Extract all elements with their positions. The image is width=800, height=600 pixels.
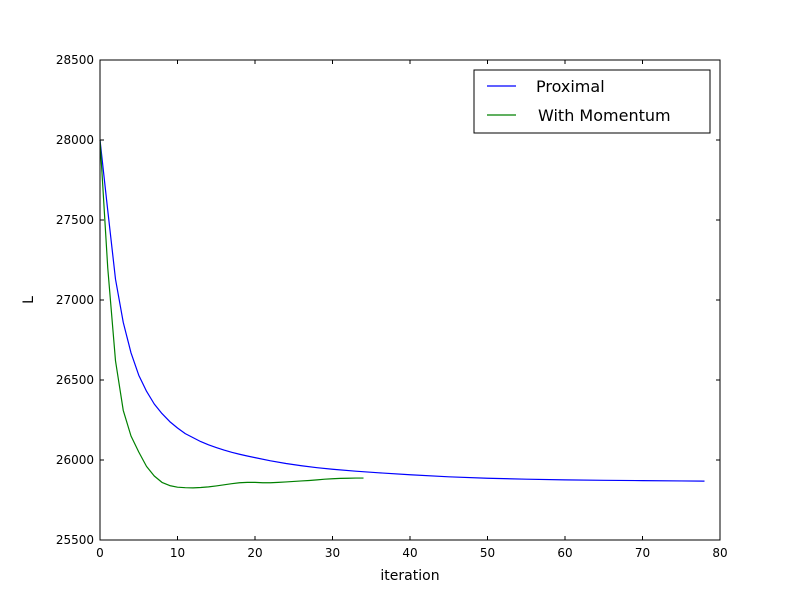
legend: Proximal With Momentum	[473, 69, 711, 134]
series-layer	[99, 139, 705, 489]
series-line-proximal	[99, 139, 705, 482]
x-tick-label: 10	[170, 546, 185, 560]
x-tick-label: 0	[96, 546, 104, 560]
y-tick-label: 27500	[56, 213, 94, 227]
x-tick-label: 60	[557, 546, 572, 560]
x-axis: 0 10 20 30 40 50 60 70 80	[96, 60, 728, 560]
x-tick-label: 70	[635, 546, 650, 560]
legend-label-with-momentum: With Momentum	[538, 106, 671, 125]
x-axis-label: iteration	[380, 568, 439, 584]
y-tick-label: 27000	[56, 293, 94, 307]
x-tick-label: 20	[247, 546, 262, 560]
y-tick-label: 26000	[56, 453, 94, 467]
x-tick-label: 30	[325, 546, 340, 560]
series-line-with-momentum	[99, 139, 364, 489]
y-axis: 25500 26000 26500 27000 27500 28000 28500	[56, 53, 720, 547]
y-tick-label: 26500	[56, 373, 94, 387]
y-tick-label: 25500	[56, 533, 94, 547]
y-tick-label: 28000	[56, 133, 94, 147]
legend-box	[473, 69, 711, 134]
legend-label-proximal: Proximal	[536, 77, 605, 96]
y-tick-label: 28500	[56, 53, 94, 67]
y-axis-label: L	[21, 296, 37, 304]
x-tick-label: 50	[480, 546, 495, 560]
x-tick-label: 80	[712, 546, 727, 560]
x-tick-label: 40	[402, 546, 417, 560]
